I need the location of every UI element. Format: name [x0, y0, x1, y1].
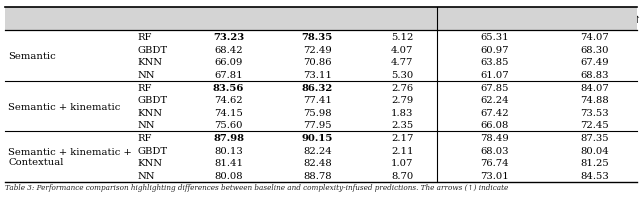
Text: 2.79: 2.79 [391, 96, 413, 105]
Text: 86.32: 86.32 [301, 83, 333, 92]
Text: 77.41: 77.41 [303, 96, 332, 105]
Text: 73.01: 73.01 [480, 171, 509, 180]
Text: 72.45: 72.45 [580, 121, 609, 130]
Text: 5.12: 5.12 [391, 33, 413, 42]
Text: 73.23: 73.23 [213, 33, 244, 42]
Text: 78.35: 78.35 [301, 33, 333, 42]
Text: 70.86: 70.86 [303, 58, 332, 67]
Text: 67.81: 67.81 [214, 71, 243, 80]
Text: 76.74: 76.74 [480, 159, 509, 167]
Text: 2.35: 2.35 [391, 121, 413, 130]
Text: 68.83: 68.83 [580, 71, 609, 80]
Text: 73.53: 73.53 [580, 108, 609, 117]
Text: 2.76: 2.76 [391, 83, 413, 92]
Text: 87.98: 87.98 [213, 134, 244, 142]
Text: 5.30: 5.30 [391, 71, 413, 80]
Text: GBDT: GBDT [138, 46, 168, 55]
Text: 68.30: 68.30 [580, 46, 609, 55]
Text: 81.25: 81.25 [580, 159, 609, 167]
Text: 80.04: 80.04 [580, 146, 609, 155]
Text: GBDT: GBDT [138, 96, 168, 105]
Text: 77.95: 77.95 [303, 121, 332, 130]
Text: Semantic + kinematic: Semantic + kinematic [8, 102, 120, 111]
Text: 87.35: 87.35 [580, 134, 609, 142]
Text: 2.11: 2.11 [391, 146, 413, 155]
Text: 81.41: 81.41 [214, 159, 243, 167]
Text: 61.07: 61.07 [480, 71, 509, 80]
Text: 73.11: 73.11 [303, 71, 332, 80]
Text: 1.83: 1.83 [391, 108, 413, 117]
Text: 80.08: 80.08 [214, 171, 243, 180]
Text: Baseline ↑: Baseline ↑ [198, 15, 259, 24]
Text: GBDT: GBDT [138, 146, 168, 155]
Text: 75.98: 75.98 [303, 108, 332, 117]
Text: 68.42: 68.42 [214, 46, 243, 55]
Text: 4.07: 4.07 [391, 46, 413, 55]
Text: + Comp. Index ↑: + Comp. Index ↑ [547, 15, 640, 24]
Text: 78.49: 78.49 [480, 134, 509, 142]
Text: 72.49: 72.49 [303, 46, 332, 55]
Text: 67.49: 67.49 [580, 58, 609, 67]
Text: 2.17: 2.17 [391, 134, 413, 142]
Text: RF: RF [138, 33, 152, 42]
Text: Table 3: Performance comparison highlighting differences between baseline and co: Table 3: Performance comparison highligh… [5, 183, 508, 191]
Text: KNN: KNN [138, 108, 163, 117]
Text: Difference: Difference [372, 15, 432, 24]
Text: 1.07: 1.07 [391, 159, 413, 167]
Text: KNN: KNN [138, 159, 163, 167]
Text: 67.42: 67.42 [480, 108, 509, 117]
Text: 62.24: 62.24 [480, 96, 509, 105]
Text: 90.15: 90.15 [301, 134, 333, 142]
Text: Semantic: Semantic [8, 52, 56, 61]
Text: Model: Model [138, 15, 172, 24]
Text: Semantic + kinematic +
Contextual: Semantic + kinematic + Contextual [8, 147, 132, 166]
Text: NN: NN [138, 71, 155, 80]
Text: RF: RF [138, 83, 152, 92]
Text: 82.24: 82.24 [303, 146, 332, 155]
Text: 84.53: 84.53 [580, 171, 609, 180]
Text: 65.31: 65.31 [480, 33, 509, 42]
Text: NN: NN [138, 121, 155, 130]
Text: 8.70: 8.70 [391, 171, 413, 180]
Text: 74.88: 74.88 [580, 96, 609, 105]
Text: 74.62: 74.62 [214, 96, 243, 105]
Text: RF: RF [138, 134, 152, 142]
Text: 67.85: 67.85 [481, 83, 509, 92]
Text: Input Features: Input Features [8, 15, 92, 24]
Text: NN: NN [138, 171, 155, 180]
Text: 63.85: 63.85 [481, 58, 509, 67]
Text: 4.77: 4.77 [391, 58, 413, 67]
Text: 74.07: 74.07 [580, 33, 609, 42]
Text: 75.60: 75.60 [214, 121, 243, 130]
Text: 60.97: 60.97 [481, 46, 509, 55]
Text: 66.08: 66.08 [481, 121, 509, 130]
Text: 82.48: 82.48 [303, 159, 332, 167]
Text: 74.15: 74.15 [214, 108, 243, 117]
Text: 84.07: 84.07 [580, 83, 609, 92]
Text: 83.56: 83.56 [213, 83, 244, 92]
Text: 80.13: 80.13 [214, 146, 243, 155]
Text: 68.03: 68.03 [481, 146, 509, 155]
Text: 88.78: 88.78 [303, 171, 332, 180]
Text: 66.09: 66.09 [214, 58, 243, 67]
Text: KNN: KNN [138, 58, 163, 67]
Text: + Comp.-infused ↑: + Comp.-infused ↑ [265, 15, 370, 24]
Text: Comp.-infused alone ↑: Comp.-infused alone ↑ [431, 15, 559, 24]
